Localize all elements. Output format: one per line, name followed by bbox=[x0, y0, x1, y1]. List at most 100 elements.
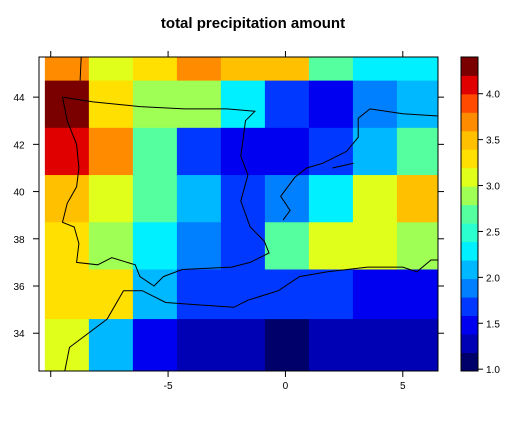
heatmap-cell bbox=[396, 269, 439, 320]
heatmap-cell bbox=[176, 222, 222, 270]
x-tick-label: 5 bbox=[400, 381, 406, 392]
heatmap-cell bbox=[88, 80, 134, 129]
heatmap-cell bbox=[308, 175, 354, 223]
heatmap-cell bbox=[44, 127, 90, 176]
heatmap-cell bbox=[132, 175, 178, 223]
heatmap-cell bbox=[352, 57, 398, 82]
colorbar-tick-label: 1.0 bbox=[486, 365, 500, 376]
heatmap-cell bbox=[88, 319, 134, 372]
heatmap-cell bbox=[176, 57, 222, 82]
heatmap-cell bbox=[88, 175, 134, 223]
colorbar-swatch bbox=[461, 186, 478, 206]
colorbar-swatch bbox=[461, 315, 478, 335]
heatmap-cell bbox=[44, 222, 90, 270]
y-tick-label: 34 bbox=[13, 329, 25, 340]
heatmap-cell bbox=[308, 222, 354, 270]
heatmap-cell bbox=[132, 269, 178, 320]
heatmap-cell bbox=[396, 222, 439, 270]
colorbar-swatch bbox=[461, 260, 478, 280]
heatmap-cell bbox=[308, 319, 354, 372]
colorbar-swatch bbox=[461, 75, 478, 95]
heatmap-cell bbox=[308, 269, 354, 320]
heatmap-cell bbox=[220, 222, 266, 270]
heatmap-cell bbox=[308, 57, 354, 82]
heatmap-cell bbox=[396, 57, 439, 82]
colorbar-swatch bbox=[461, 334, 478, 353]
colorbar-swatch bbox=[461, 204, 478, 224]
coastline-path bbox=[280, 108, 439, 221]
heatmap-cell bbox=[44, 319, 90, 372]
heatmap-cell bbox=[264, 269, 310, 320]
colorbar-swatch bbox=[461, 278, 478, 298]
coastline-group bbox=[61, 56, 439, 372]
colorbar-tick-label: 1.5 bbox=[486, 319, 500, 330]
heatmap-cell bbox=[220, 57, 266, 82]
heatmap-cell bbox=[264, 222, 310, 270]
heatmap-cell bbox=[352, 222, 398, 270]
plot-frame bbox=[38, 56, 439, 372]
heatmap-cells bbox=[44, 57, 439, 372]
chart-title: total precipitation amount bbox=[161, 15, 345, 32]
heatmap-cell bbox=[132, 80, 178, 129]
heatmap-cell bbox=[264, 175, 310, 223]
heatmap-cell bbox=[176, 175, 222, 223]
colorbar-swatch bbox=[461, 241, 478, 261]
heatmap-cell bbox=[352, 175, 398, 223]
x-tick-label: 0 bbox=[283, 381, 289, 392]
colorbar-swatch bbox=[461, 167, 478, 187]
x-tick-label: -5 bbox=[164, 381, 173, 392]
heatmap-cell bbox=[220, 175, 266, 223]
colorbar-swatch bbox=[461, 149, 478, 169]
heatmap-cell bbox=[132, 57, 178, 82]
colorbar-tick-label: 3.0 bbox=[486, 182, 500, 193]
y-tick-label: 42 bbox=[13, 140, 25, 151]
colorbar-swatch bbox=[461, 297, 478, 316]
colorbar-swatch bbox=[461, 93, 478, 113]
heatmap-cell bbox=[220, 80, 266, 129]
heatmap-cell bbox=[132, 127, 178, 176]
heatmap-cell bbox=[352, 319, 398, 372]
y-tick-label: 44 bbox=[13, 93, 25, 104]
colorbar-frame bbox=[460, 56, 479, 372]
heatmap-cell bbox=[88, 127, 134, 176]
heatmap-cell bbox=[352, 269, 398, 320]
colorbar-swatch bbox=[461, 352, 478, 372]
colorbar-swatch bbox=[461, 223, 478, 243]
heatmap-cell bbox=[132, 319, 178, 372]
colorbar-swatch bbox=[461, 112, 478, 132]
heatmap-cell bbox=[352, 127, 398, 176]
heatmap-cell bbox=[396, 127, 439, 176]
heatmap-cell bbox=[264, 57, 310, 82]
heatmap-cell bbox=[308, 80, 354, 129]
heatmap-cell bbox=[176, 127, 222, 176]
colorbar-tick-label: 4.0 bbox=[486, 90, 500, 101]
colorbar: 1.0 1.5 2.0 2.5 3.0 3.5 4.0 bbox=[460, 56, 500, 376]
y-tick-label: 38 bbox=[13, 235, 25, 246]
heatmap-cell bbox=[264, 127, 310, 176]
coastline-path bbox=[61, 96, 270, 287]
colorbar-swatch bbox=[461, 130, 478, 150]
coastline-path bbox=[332, 162, 354, 169]
heatmap-cell bbox=[396, 175, 439, 223]
heatmap-cell bbox=[176, 319, 222, 372]
heatmap-cell bbox=[88, 57, 134, 82]
heatmap-cell bbox=[88, 222, 134, 270]
heatmap-cell bbox=[176, 80, 222, 129]
heatmap-cell bbox=[176, 269, 222, 320]
heatmap-cell bbox=[396, 319, 439, 372]
heatmap-cell bbox=[44, 57, 90, 82]
axes-group: -5 0 5 34 36 38 40 42 44 bbox=[13, 51, 444, 392]
coastline-path bbox=[79, 56, 82, 81]
heatmap-cell bbox=[396, 80, 439, 129]
colorbar-tick-label: 3.5 bbox=[486, 136, 500, 147]
heatmap-cell bbox=[264, 80, 310, 129]
colorbar-tick-label: 2.5 bbox=[486, 227, 500, 238]
heatmap-cell bbox=[44, 269, 90, 320]
y-tick-label: 40 bbox=[13, 188, 25, 199]
heatmap-cell bbox=[352, 80, 398, 129]
coastline-path bbox=[64, 259, 438, 372]
heatmap-cell bbox=[132, 222, 178, 270]
colorbar-swatch bbox=[461, 57, 478, 76]
